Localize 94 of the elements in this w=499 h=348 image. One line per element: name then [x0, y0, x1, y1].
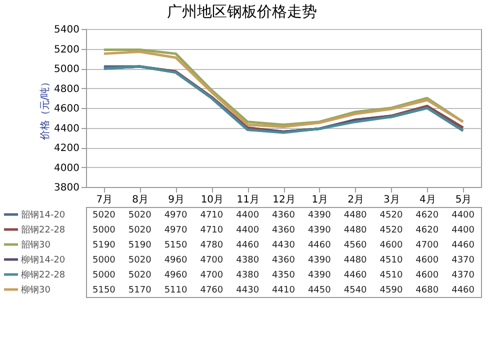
x-tick-label: 3月 [384, 194, 400, 206]
data-label: 5020 [128, 210, 152, 220]
data-label: 5190 [128, 240, 152, 250]
data-label: 4760 [200, 286, 224, 296]
data-label: 5150 [164, 240, 188, 250]
data-label: 5020 [128, 256, 152, 266]
legend-label: 柳钢30 [21, 284, 51, 296]
data-label: 4510 [380, 256, 403, 266]
data-label: 4600 [380, 240, 403, 250]
data-label: 5000 [92, 256, 116, 266]
data-label: 4450 [308, 286, 332, 296]
data-label: 4390 [308, 256, 332, 266]
x-tick-label: 9月 [168, 194, 184, 206]
data-label: 4480 [344, 256, 368, 266]
data-label: 4710 [200, 226, 224, 236]
x-tick-label: 8月 [132, 194, 149, 206]
x-tick-label: 12月 [272, 194, 296, 206]
data-label: 4620 [416, 226, 439, 236]
data-label: 4620 [416, 210, 439, 220]
data-label: 4400 [452, 226, 475, 236]
data-label: 4460 [308, 240, 332, 250]
x-tick-label: 10月 [200, 194, 224, 206]
data-label: 4390 [308, 210, 332, 220]
y-axis-title: 价格（元/吨） [39, 76, 52, 142]
legend-label: 韶钢30 [21, 240, 51, 250]
data-label: 4390 [308, 226, 332, 236]
data-label: 4700 [200, 256, 224, 266]
data-label: 4410 [272, 286, 296, 296]
data-label: 5020 [128, 226, 152, 236]
y-tick-label: 4800 [54, 84, 80, 95]
chart-title: 广州地区钢板价格走势 [166, 2, 317, 20]
y-tick-label: 5400 [54, 24, 80, 36]
x-tick-label: 5月 [455, 194, 472, 206]
data-label: 4370 [452, 270, 475, 280]
data-label: 4710 [200, 210, 224, 220]
data-label: 4700 [200, 270, 224, 280]
y-tick-label: 4400 [54, 123, 80, 134]
data-label: 4970 [164, 210, 188, 220]
data-label: 5000 [92, 226, 116, 236]
data-label: 4680 [416, 286, 439, 296]
data-label: 4510 [380, 270, 403, 280]
data-label: 5150 [92, 286, 116, 296]
x-tick-label: 7月 [96, 194, 113, 206]
data-label: 4600 [416, 256, 439, 266]
data-label: 4600 [416, 270, 439, 280]
data-label: 4540 [344, 286, 368, 296]
data-label: 4360 [272, 210, 296, 220]
legend-label: 柳钢14-20 [21, 254, 66, 266]
data-label: 5110 [164, 286, 188, 296]
data-label: 4430 [272, 240, 296, 250]
data-label: 4390 [308, 270, 332, 280]
data-label: 4520 [380, 210, 403, 220]
data-label: 4370 [452, 256, 475, 266]
data-label: 4560 [344, 240, 368, 250]
y-tick-label: 5200 [54, 44, 80, 56]
data-label: 5190 [92, 240, 116, 250]
data-label: 4380 [236, 270, 260, 280]
data-label: 4520 [380, 226, 403, 236]
data-label: 4460 [344, 270, 368, 280]
legend-label: 韶钢14-20 [21, 210, 66, 220]
data-label: 4380 [236, 256, 260, 266]
x-tick-label: 2月 [348, 194, 364, 206]
data-label: 5020 [128, 270, 152, 280]
data-label: 4360 [272, 226, 296, 236]
data-label: 4400 [452, 210, 475, 220]
y-tick-label: 3800 [54, 182, 80, 194]
data-label: 4960 [164, 270, 188, 280]
data-label: 4400 [236, 210, 260, 220]
data-label: 4780 [200, 240, 224, 250]
data-label: 5170 [128, 286, 152, 296]
data-label: 4460 [452, 240, 475, 250]
y-tick-label: 4200 [54, 143, 80, 154]
y-tick-label: 4000 [54, 162, 80, 174]
y-tick-label: 5000 [54, 64, 80, 75]
data-label: 4480 [344, 226, 368, 236]
data-label: 4970 [164, 226, 188, 236]
legend-label: 韶钢22-28 [21, 224, 66, 236]
x-tick-label: 11月 [236, 194, 260, 206]
data-label: 4400 [236, 226, 260, 236]
data-label: 4350 [272, 270, 296, 280]
data-label: 4960 [164, 256, 188, 266]
data-label: 4430 [236, 286, 260, 296]
data-label: 5020 [92, 210, 116, 220]
data-label: 4700 [416, 240, 439, 250]
data-label: 4460 [452, 286, 475, 296]
data-label: 5000 [92, 270, 116, 280]
x-tick-label: 4月 [419, 194, 436, 206]
legend-label: 柳钢22-28 [21, 270, 66, 280]
x-tick-label: 1月 [312, 194, 328, 206]
data-label: 4590 [380, 286, 403, 296]
y-tick-label: 4600 [54, 104, 80, 114]
data-label: 4460 [236, 240, 260, 250]
data-label: 4360 [272, 256, 296, 266]
data-label: 4480 [344, 210, 368, 220]
